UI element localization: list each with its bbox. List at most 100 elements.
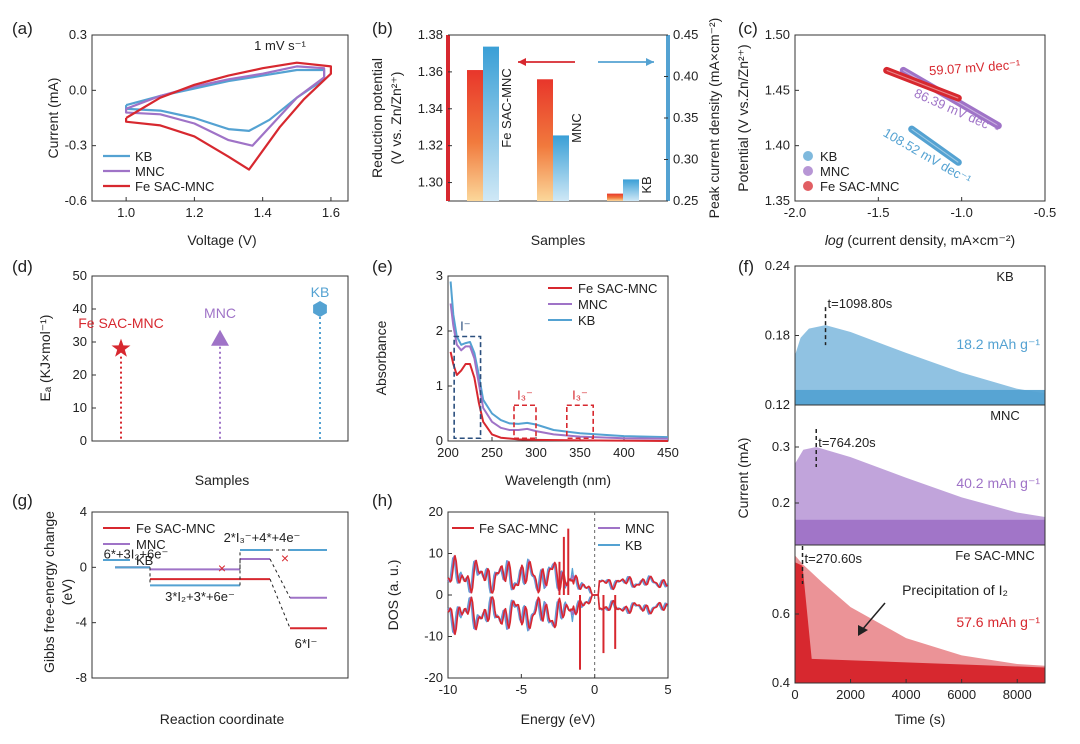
precipitation-annotation: Precipitation of I₂: [902, 582, 1008, 598]
capacity-label-mnc: 40.2 mAh g⁻¹: [956, 475, 1040, 491]
panel-f-label: (f): [738, 257, 754, 276]
uv-vis-kb-line: [449, 281, 669, 439]
legend-marker-fe: [803, 181, 813, 191]
tafel-slope-label-mnc: 86.39 mV dec⁻¹: [912, 85, 1002, 136]
legend-label-mnc: MNC: [135, 164, 165, 179]
highlight-box-label-2: I₃⁻: [572, 387, 588, 402]
panel-h-ylabel: DOS (a. u.): [385, 560, 401, 631]
step-label-3: 6*I⁻: [295, 636, 318, 651]
panel-f-ytick-label: 0.18: [765, 328, 790, 343]
panel-b-right-ytick-label: 0.25: [673, 193, 698, 208]
panel-c-ytick-label: 1.40: [765, 138, 790, 153]
panel-b-left-ytick-label: 1.36: [418, 64, 443, 79]
panel-f-ytick-label: 0.3: [772, 439, 790, 454]
bar-category-label: KB: [639, 176, 654, 193]
panel-a-ytick-label: 0.3: [69, 27, 87, 42]
peak-time-label-fe: t=270.60s: [805, 551, 863, 566]
point-label-fe: Fe SAC-MNC: [78, 315, 164, 331]
panel-c-xlabel: log (current density, mA×cm⁻²): [825, 232, 1015, 248]
tafel-slope-label-fe: 59.07 mV dec⁻¹: [929, 57, 1022, 78]
panel-g-free-energy-diagram: 4 0 -4 -8 × × 6*+3I₂+6e⁻ 3*I₂+3*+6e⁻ 2*I₃⁻+4*+4e…: [12, 491, 349, 727]
panel-b-right-ytick-label: 0.45: [673, 27, 698, 42]
panel-d-ytick-label: 30: [73, 334, 87, 349]
panel-g-ylabel-1: Gibbs free-energy change: [41, 511, 57, 673]
current-area-fe: [795, 555, 1045, 683]
legend-label-fe: Fe SAC-MNC: [820, 179, 899, 194]
legend-label-kb: KB: [625, 538, 642, 553]
bar-reduction-potential: [607, 193, 623, 201]
capacity-label-kb: 18.2 mAh g⁻¹: [956, 336, 1040, 352]
energy-connector: [269, 578, 291, 629]
panel-a-ytick-label: -0.6: [65, 193, 87, 208]
panel-d-ylabel: Eₐ (KJ×mol⁻¹): [37, 315, 53, 402]
panel-d-ytick-label: 0: [80, 433, 87, 448]
step-label-1: 3*I₂+3*+6e⁻: [165, 589, 235, 604]
panel-c-xtick-label: -1.0: [950, 205, 972, 220]
panel-f-ytick-label: 0.12: [765, 397, 790, 412]
panel-c-ytick-label: 1.35: [765, 193, 790, 208]
panel-c-xlabel-rest: (current density, mA×cm⁻²): [844, 232, 1016, 248]
legend-label-mnc: MNC: [625, 521, 655, 536]
panel-b-ylabel-left-1: Reduction potential: [369, 58, 385, 178]
tafel-fit-fe: [883, 66, 962, 102]
legend-marker-kb: [803, 151, 813, 161]
marker-hexagon-kb: [313, 301, 327, 317]
panel-b-arrowhead-left: [518, 58, 526, 66]
panel-b-left-ytick-label: 1.32: [418, 138, 443, 153]
panel-h-ytick-label: 0: [436, 587, 443, 602]
panel-e-xtick-label: 250: [481, 445, 503, 460]
legend-label-kb: KB: [820, 149, 837, 164]
panel-d-ytick-label: 50: [73, 268, 87, 283]
panel-g-ytick-label: 4: [80, 504, 87, 519]
current-baseline-band-mnc: [795, 519, 1045, 545]
panel-e-xtick-label: 400: [613, 445, 635, 460]
panel-c-label: (c): [738, 19, 758, 38]
legend-label-kb: KB: [136, 553, 153, 568]
panel-b-left-ytick-label: 1.34: [418, 101, 443, 116]
capacity-label-fe: 57.6 mAh g⁻¹: [956, 614, 1040, 630]
panel-a-ylabel: Current (mA): [45, 78, 61, 159]
panel-d-frame: [91, 275, 349, 442]
panel-h-xtick-label: 0: [591, 682, 598, 697]
highlight-box-label-1: I₃⁻: [517, 387, 533, 402]
rate-limiting-mark-2: ×: [281, 550, 289, 566]
panel-c-xtick-label: -1.5: [867, 205, 889, 220]
tafel-fit-highlight-kb: [911, 128, 959, 163]
panel-a-scan-rate: 1 mV s⁻¹: [254, 38, 306, 53]
point-label-kb: KB: [311, 284, 330, 300]
panel-g-ytick-label: -8: [75, 670, 87, 685]
panel-e-ytick-label: 0: [436, 433, 443, 448]
bar-category-label: Fe SAC-MNC: [499, 68, 514, 147]
uv-vis-mnc-line: [449, 303, 669, 440]
bar-reduction-potential: [467, 70, 483, 202]
panel-h-xtick-label: -10: [439, 682, 458, 697]
bar-category-label: MNC: [569, 113, 584, 143]
tafel-fit-highlight-fe: [886, 69, 959, 99]
subplot-name-fe: Fe SAC-MNC: [955, 548, 1034, 563]
panel-b-ylabel-right: Peak current density (mA×cm⁻²): [706, 18, 722, 219]
panel-e-xtick-label: 450: [657, 445, 679, 460]
panel-g-ylabel-2: (eV): [59, 579, 75, 605]
bar-reduction-potential: [537, 79, 553, 201]
panel-h-xlabel: Energy (eV): [521, 711, 596, 727]
panel-h-xtick-label: 5: [664, 682, 671, 697]
legend-label-mnc: MNC: [136, 537, 166, 552]
panel-a-label: (a): [12, 19, 33, 38]
point-label-mnc: MNC: [204, 305, 236, 321]
panel-b-bar-chart: 1.38 1.36 1.34 1.32 1.30 0.45 0.40 0.35 0.30 0.25…: [369, 18, 722, 248]
panel-b-arrowhead-right: [646, 58, 654, 66]
peak-time-label-kb: t=1098.80s: [828, 296, 893, 311]
precipitation-arrowhead: [858, 625, 868, 636]
legend-marker-mnc: [803, 166, 813, 176]
panel-c-ytick-label: 1.50: [765, 27, 790, 42]
cv-series-mnc-line: [125, 65, 326, 147]
panel-g-frame: [91, 511, 349, 679]
current-dark-area-fe: [795, 562, 1045, 683]
panel-d-ytick-label: 20: [73, 367, 87, 382]
rate-limiting-mark: ×: [218, 560, 226, 576]
panel-h-xtick-label: -5: [516, 682, 528, 697]
panel-e-ytick-label: 2: [436, 323, 443, 338]
panel-b-right-ytick-label: 0.30: [673, 152, 698, 167]
